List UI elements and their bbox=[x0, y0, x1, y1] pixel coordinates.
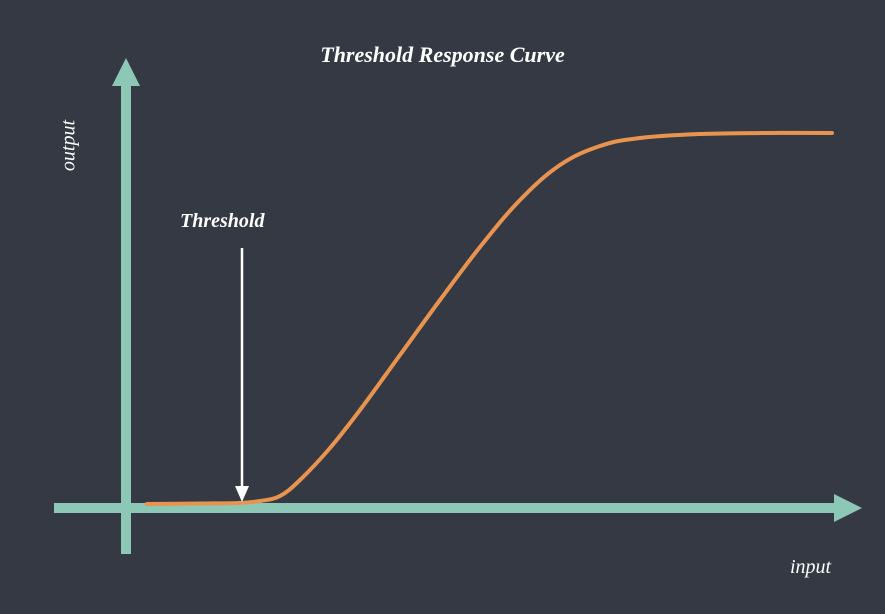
chart-stage: Threshold Response Curve output input Th… bbox=[0, 0, 885, 614]
x-axis-label: input bbox=[790, 556, 831, 579]
y-axis-label: output bbox=[58, 96, 81, 196]
chart-svg bbox=[0, 0, 885, 614]
threshold-annotation-label: Threshold bbox=[180, 210, 264, 233]
chart-title: Threshold Response Curve bbox=[0, 42, 885, 68]
